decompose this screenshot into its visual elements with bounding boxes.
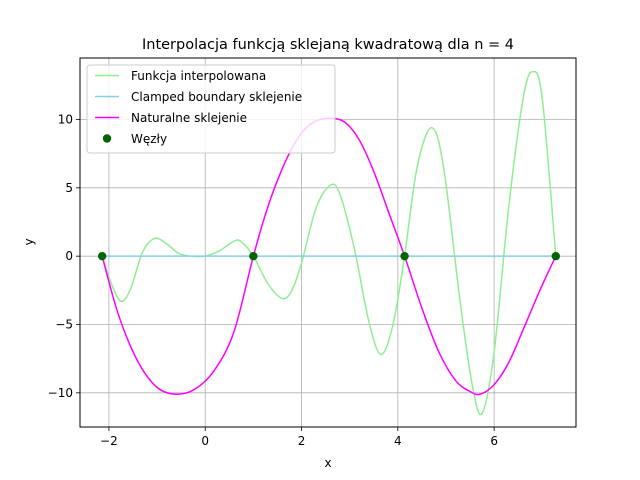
legend-box xyxy=(86,64,336,154)
legend-label: Naturalne sklejenie xyxy=(131,111,247,125)
legend-swatch xyxy=(102,134,112,143)
plot-series xyxy=(97,70,560,416)
series-line-funkcja-interpolowana xyxy=(101,70,557,416)
x-tick-label: 0 xyxy=(201,434,209,448)
x-tick-label: 2 xyxy=(298,434,306,448)
plot-frame xyxy=(79,57,577,428)
node-marker xyxy=(551,251,560,261)
node-marker xyxy=(400,251,409,261)
series-line-naturalne-sklejenie xyxy=(101,117,557,396)
node-marker xyxy=(97,251,107,261)
node-marker xyxy=(249,251,258,261)
legend-label: Węzły xyxy=(131,132,167,146)
axis-ticks: −2 0 2 4 6 −10 −5 0 5 10 xyxy=(48,113,498,449)
legend-label: Clamped boundary sklejenie xyxy=(131,90,302,104)
y-tick-label: −5 xyxy=(55,318,73,332)
x-tick-label: 6 xyxy=(490,434,498,448)
chart-title: Interpolacja funkcją sklejaną kwadratową… xyxy=(142,37,514,53)
x-tick-label: 4 xyxy=(394,434,402,448)
legend-label: Funkcja interpolowana xyxy=(131,69,266,83)
y-tick-label: 10 xyxy=(58,113,73,127)
legend: Funkcja interpolowana Clamped boundary sk… xyxy=(86,64,336,154)
x-axis-label: x xyxy=(324,456,331,470)
y-tick-label: −10 xyxy=(48,386,73,400)
y-tick-label: 5 xyxy=(65,181,73,195)
y-axis-label: y xyxy=(22,238,36,245)
x-tick-label: −2 xyxy=(100,434,118,448)
y-tick-label: 0 xyxy=(65,249,73,263)
